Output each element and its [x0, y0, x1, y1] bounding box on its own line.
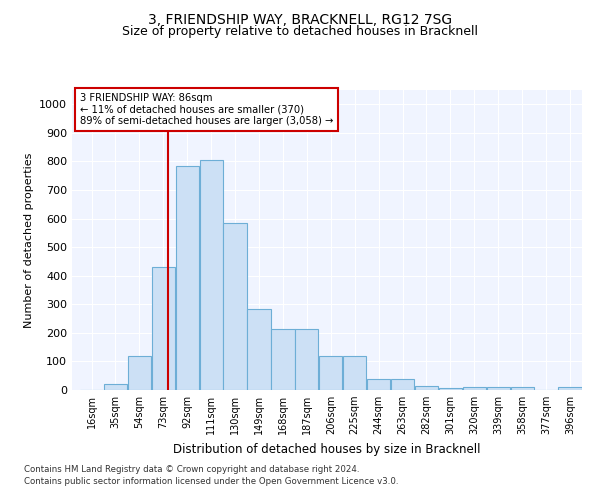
Text: 3 FRIENDSHIP WAY: 86sqm
← 11% of detached houses are smaller (370)
89% of semi-d: 3 FRIENDSHIP WAY: 86sqm ← 11% of detache… [80, 93, 333, 126]
Bar [223, 223, 247, 390]
Bar [271, 329, 295, 390]
Bar [559, 387, 581, 390]
Text: Contains HM Land Registry data © Crown copyright and database right 2024.: Contains HM Land Registry data © Crown c… [24, 465, 359, 474]
Bar [343, 356, 367, 390]
Bar [319, 356, 343, 390]
Bar [128, 356, 151, 390]
Bar [200, 160, 223, 390]
Bar [104, 384, 127, 390]
Bar [176, 166, 199, 390]
Bar [367, 378, 390, 390]
Bar [511, 387, 534, 390]
X-axis label: Distribution of detached houses by size in Bracknell: Distribution of detached houses by size … [173, 442, 481, 456]
Bar [487, 387, 510, 390]
Bar [439, 388, 462, 390]
Bar [152, 267, 175, 390]
Text: Size of property relative to detached houses in Bracknell: Size of property relative to detached ho… [122, 25, 478, 38]
Y-axis label: Number of detached properties: Number of detached properties [23, 152, 34, 328]
Bar [415, 386, 438, 390]
Bar [295, 329, 319, 390]
Text: 3, FRIENDSHIP WAY, BRACKNELL, RG12 7SG: 3, FRIENDSHIP WAY, BRACKNELL, RG12 7SG [148, 12, 452, 26]
Bar [391, 378, 414, 390]
Text: Contains public sector information licensed under the Open Government Licence v3: Contains public sector information licen… [24, 477, 398, 486]
Bar [247, 308, 271, 390]
Bar [463, 387, 486, 390]
